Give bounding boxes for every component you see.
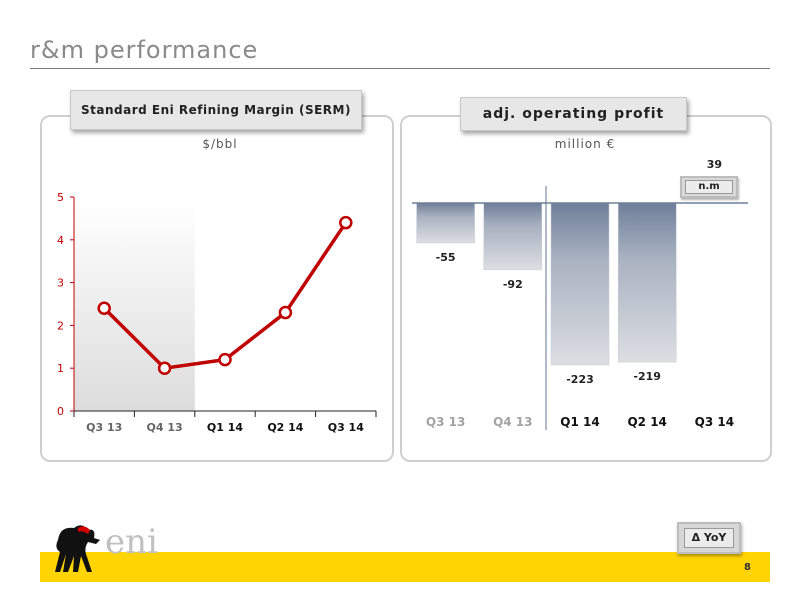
serm-data-point <box>278 305 293 320</box>
eni-logo-text: eni <box>105 522 158 562</box>
serm-y-tick-label: 2 <box>57 319 64 332</box>
serm-x-tick-label: Q4 13 <box>147 421 183 434</box>
yoy-button[interactable]: Δ YoY <box>677 522 741 554</box>
page-title: r&m performance <box>30 36 259 64</box>
serm-y-tick-label: 5 <box>57 191 64 204</box>
serm-shaded-period <box>74 204 195 411</box>
serm-data-point <box>157 361 172 375</box>
profit-value-label: -92 <box>503 278 523 291</box>
serm-y-tick-label: 0 <box>57 405 64 418</box>
profit-x-tick-label: Q4 13 <box>493 415 532 429</box>
serm-data-point <box>97 301 111 316</box>
profit-bar <box>550 202 610 366</box>
not-meaningful-badge: n.m <box>680 176 738 198</box>
profit-x-tick-label: Q2 14 <box>627 415 666 429</box>
serm-y-tick-label: 3 <box>57 277 64 290</box>
profit-bar <box>617 202 677 363</box>
profit-x-tick-label: Q3 13 <box>426 415 465 429</box>
profit-x-tick-label: Q1 14 <box>560 415 599 429</box>
profit-value-label: -219 <box>633 370 661 383</box>
profit-value-label: -55 <box>436 251 456 264</box>
serm-x-tick-label: Q1 14 <box>207 421 243 434</box>
serm-x-tick-label: Q2 14 <box>267 421 303 434</box>
serm-y-tick-label: 4 <box>57 234 64 247</box>
profit-value-label: 39 <box>707 158 722 171</box>
profit-value-label: -223 <box>566 373 594 386</box>
serm-x-tick-label: Q3 14 <box>328 421 364 434</box>
serm-x-tick-label: Q3 13 <box>86 421 122 434</box>
profit-unit-label: million € <box>554 137 616 151</box>
title-divider <box>30 68 770 69</box>
serm-unit-label: $/bbl <box>202 137 238 151</box>
yoy-button-label: Δ YoY <box>684 528 734 548</box>
profit-bar <box>483 202 543 271</box>
serm-data-point <box>218 352 232 367</box>
serm-chart-title: Standard Eni Refining Margin (SERM) <box>70 90 362 130</box>
serm-y-tick-label: 1 <box>57 362 64 375</box>
serm-data-point <box>339 215 353 230</box>
footer-bar <box>40 552 770 582</box>
profit-x-tick-label: Q3 14 <box>695 415 734 429</box>
profit-bar <box>416 202 475 244</box>
profit-chart-title: adj. operating profit <box>460 97 687 131</box>
page-number: 8 <box>744 562 751 573</box>
eni-six-legged-dog-icon <box>55 525 100 572</box>
not-meaningful-label: n.m <box>685 180 733 194</box>
